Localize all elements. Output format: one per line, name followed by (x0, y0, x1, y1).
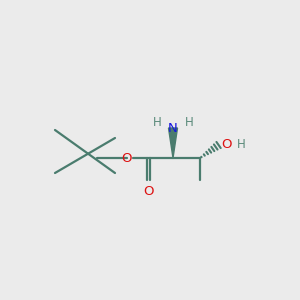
Text: O: O (221, 137, 232, 151)
Text: O: O (144, 185, 154, 198)
Text: H: H (184, 116, 194, 128)
Text: N: N (168, 122, 178, 134)
Text: H: H (153, 116, 161, 128)
Text: O: O (122, 152, 132, 164)
Polygon shape (169, 128, 178, 158)
Text: H: H (237, 137, 246, 151)
